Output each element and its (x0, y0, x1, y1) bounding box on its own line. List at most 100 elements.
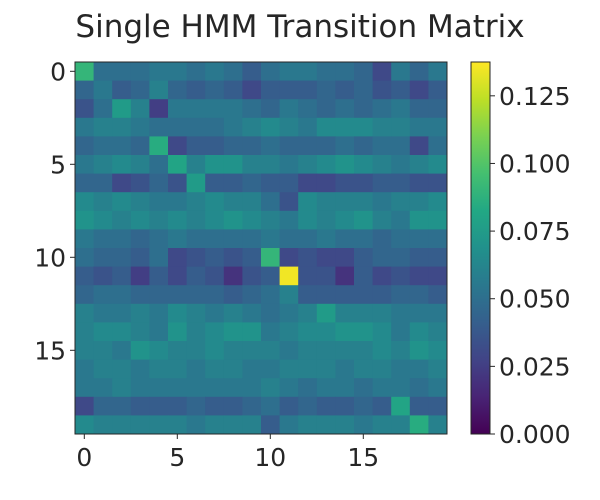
heatmap-cell-r15-c6 (186, 341, 206, 360)
heatmap-cell-r18-c16 (372, 396, 392, 416)
heatmap-cell-r8-c6 (186, 210, 206, 230)
heatmap-cell-r10-c1 (93, 248, 113, 267)
heatmap-cell-r15-c1 (93, 341, 113, 360)
heatmap-cell-r3-c17 (391, 117, 411, 137)
heatmap-cell-r7-c11 (279, 192, 299, 212)
heatmap-cell-r19-c11 (279, 415, 299, 435)
heatmap-cell-r15-c13 (316, 341, 336, 360)
heatmap-cell-r13-c13 (316, 303, 336, 323)
heatmap-cell-r0-c18 (409, 62, 429, 81)
heatmap-cell-r15-c18 (409, 341, 429, 360)
heatmap-cell-r19-c6 (186, 415, 206, 435)
heatmap-cell-r4-c4 (149, 136, 169, 156)
heatmap-cell-r6-c15 (354, 173, 373, 193)
heatmap-cell-r8-c11 (279, 210, 299, 230)
colorbar (470, 61, 491, 435)
heatmap-cell-r1-c16 (372, 80, 392, 100)
heatmap-cell-r11-c9 (242, 266, 262, 286)
heatmap-cell-r6-c18 (409, 173, 429, 193)
heatmap-cell-r13-c10 (261, 303, 280, 323)
heatmap-cell-r4-c8 (223, 136, 243, 156)
heatmap-cell-r14-c7 (205, 322, 225, 342)
heatmap-cell-r18-c14 (335, 396, 355, 416)
heatmap-cell-r3-c4 (149, 117, 169, 137)
heatmap-cell-r4-c13 (316, 136, 336, 156)
heatmap-cell-r16-c19 (428, 359, 448, 379)
heatmap-cell-r15-c4 (149, 341, 169, 360)
heatmap-cell-r3-c7 (205, 117, 225, 137)
heatmap-cell-r18-c11 (279, 396, 299, 416)
heatmap-cell-r5-c19 (428, 155, 448, 174)
heatmap-cell-r17-c19 (428, 378, 448, 398)
heatmap-cell-r17-c10 (261, 378, 280, 398)
heatmap-cell-r7-c5 (168, 192, 187, 212)
heatmap-cell-r14-c10 (261, 322, 280, 342)
heatmap-cell-r2-c7 (205, 99, 225, 119)
heatmap-cell-r0-c5 (168, 62, 187, 81)
y-tick-label-0: 0 (50, 57, 66, 86)
heatmap-cell-r19-c4 (149, 415, 169, 435)
heatmap-cell-r10-c8 (223, 248, 243, 267)
heatmap-cell-r0-c3 (130, 62, 150, 81)
heatmap-cell-r8-c16 (372, 210, 392, 230)
heatmap-cell-r12-c10 (261, 285, 280, 305)
heatmap-cell-r17-c7 (205, 378, 225, 398)
heatmap-cell-r10-c3 (130, 248, 150, 267)
heatmap-cell-r14-c5 (168, 322, 187, 342)
heatmap-cell-r18-c10 (261, 396, 280, 416)
y-tick-label-10: 10 (34, 243, 66, 272)
heatmap-cell-r5-c13 (316, 155, 336, 174)
heatmap-cell-r15-c11 (279, 341, 299, 360)
heatmap-cell-r12-c15 (354, 285, 373, 305)
heatmap-cell-r1-c6 (186, 80, 206, 100)
heatmap-cell-r16-c17 (391, 359, 411, 379)
heatmap-cell-r1-c7 (205, 80, 225, 100)
heatmap-cell-r6-c13 (316, 173, 336, 193)
heatmap-cell-r2-c5 (168, 99, 187, 119)
heatmap-cell-r17-c15 (354, 378, 373, 398)
heatmap-cell-r9-c1 (93, 229, 113, 249)
heatmap-cell-r13-c9 (242, 303, 262, 323)
heatmap-cell-r15-c17 (391, 341, 411, 360)
heatmap-cell-r15-c19 (428, 341, 448, 360)
heatmap-cell-r2-c2 (112, 99, 132, 119)
heatmap-cell-r19-c10 (261, 415, 280, 435)
x-tick-label-10: 10 (254, 443, 286, 472)
heatmap-cell-r5-c17 (391, 155, 411, 174)
heatmap-cell-r6-c5 (168, 173, 187, 193)
heatmap-cell-r16-c8 (223, 359, 243, 379)
heatmap-cell-r6-c4 (149, 173, 169, 193)
heatmap-cell-r17-c14 (335, 378, 355, 398)
heatmap-cell-r6-c10 (261, 173, 280, 193)
heatmap-cell-r0-c16 (372, 62, 392, 81)
heatmap-cell-r1-c1 (93, 80, 113, 100)
heatmap-cell-r12-c5 (168, 285, 187, 305)
heatmap-cell-r6-c9 (242, 173, 262, 193)
heatmap-cell-r3-c11 (279, 117, 299, 137)
heatmap-cell-r16-c14 (335, 359, 355, 379)
heatmap-cell-r16-c13 (316, 359, 336, 379)
heatmap-cell-r4-c10 (261, 136, 280, 156)
heatmap-cell-r7-c9 (242, 192, 262, 212)
heatmap-cell-r12-c6 (186, 285, 206, 305)
heatmap-cell-r15-c15 (354, 341, 373, 360)
heatmap-cell-r0-c6 (186, 62, 206, 81)
heatmap-cell-r12-c3 (130, 285, 150, 305)
heatmap-cell-r13-c5 (168, 303, 187, 323)
heatmap-cell-r6-c2 (112, 173, 132, 193)
heatmap-cell-r5-c4 (149, 155, 169, 174)
heatmap-cell-r11-c1 (93, 266, 113, 286)
heatmap-cell-r8-c4 (149, 210, 169, 230)
heatmap-cell-r13-c11 (279, 303, 299, 323)
heatmap-cell-r2-c8 (223, 99, 243, 119)
heatmap-cell-r3-c9 (242, 117, 262, 137)
heatmap-cell-r3-c3 (130, 117, 150, 137)
heatmap-cell-r10-c18 (409, 248, 429, 267)
heatmap-cell-r6-c1 (93, 173, 113, 193)
heatmap-cell-r8-c0 (75, 210, 94, 230)
heatmap-cell-r1-c11 (279, 80, 299, 100)
heatmap-cell-r3-c10 (261, 117, 280, 137)
heatmap-cell-r13-c18 (409, 303, 429, 323)
heatmap-cell-r6-c7 (205, 173, 225, 193)
heatmap-cell-r0-c12 (298, 62, 318, 81)
